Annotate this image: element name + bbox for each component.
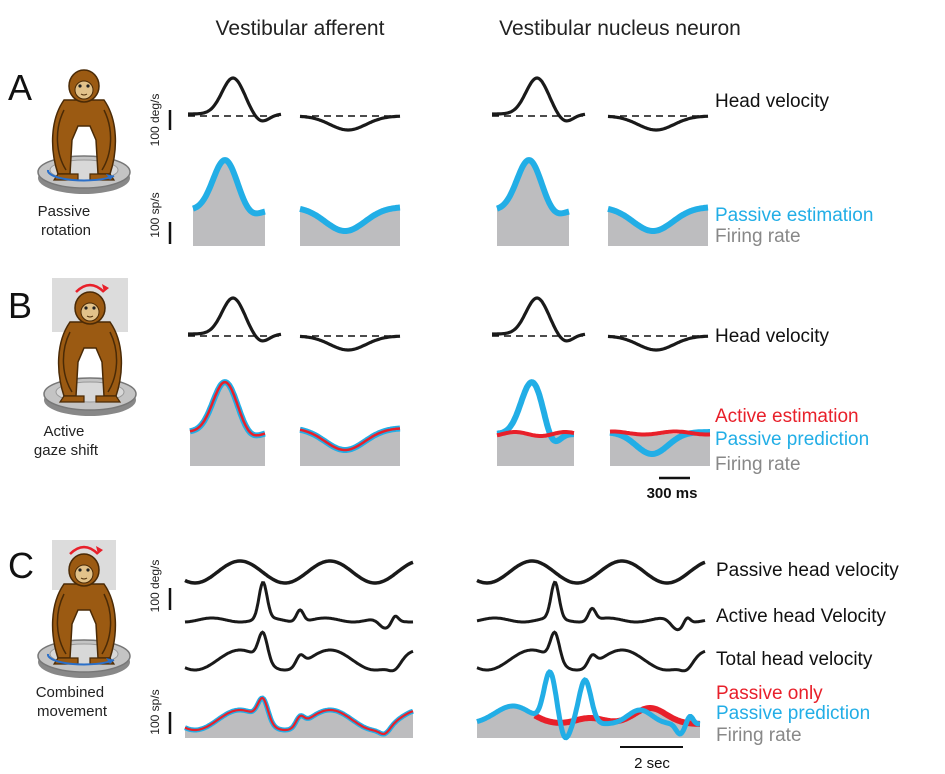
trace-active-b-nucleus-2	[609, 429, 711, 437]
trace-passive-a-1-1	[496, 157, 570, 217]
svg-text:100 sp/s: 100 sp/s	[148, 192, 162, 237]
fill-rate-b-afferent-1	[190, 382, 265, 466]
scale-bar-rate-c: 100 sp/s	[148, 689, 172, 735]
column-title-afferent: Vestibular afferent	[216, 17, 385, 40]
scale-bar-rate-a: 100 sp/s	[148, 192, 172, 244]
label-active-head-velocity: Active head Velocity	[716, 606, 887, 627]
label-active-estimation-b: Active estimation	[715, 406, 859, 427]
scale-bar-velocity-c: 100 deg/s	[148, 560, 172, 613]
trace-velocity-a-afferent-2	[299, 114, 401, 132]
label-firing-rate-c: Firing rate	[716, 725, 802, 746]
trace-passive-b-nucleus-1	[496, 379, 574, 445]
scale-bar-time-long: 2 sec	[620, 746, 683, 772]
trace-total-head-velocity-nucleus	[476, 630, 706, 673]
svg-text:100 deg/s: 100 deg/s	[148, 94, 162, 147]
monkey-passive-icon	[37, 69, 131, 195]
svg-text:300 ms: 300 ms	[647, 485, 698, 502]
label-head-velocity-a: Head velocity	[715, 91, 830, 112]
trace-total-head-velocity-afferent	[184, 630, 414, 673]
label-passive-prediction-c: Passive prediction	[716, 703, 870, 724]
label-passive-head-velocity: Passive head velocity	[716, 560, 899, 581]
trace-active-b-afferent-2	[299, 427, 401, 452]
condition-label-c: Combined movement	[36, 684, 109, 720]
traces	[184, 76, 711, 741]
fill-rate-a-0-1	[193, 160, 265, 246]
panel-letter-b: B	[8, 285, 32, 326]
trace-active-head-velocity-afferent	[184, 581, 414, 630]
svg-text:100 deg/s: 100 deg/s	[148, 560, 162, 613]
trace-active-b-nucleus-1	[496, 430, 575, 438]
column-title-nucleus: Vestibular nucleus neuron	[499, 17, 741, 40]
trace-velocity-b-nucleus-2	[607, 334, 709, 352]
trace-passive-head-velocity-nucleus	[476, 559, 706, 585]
label-passive-only: Passive only	[716, 683, 823, 704]
trace-passive-a-1-2	[607, 204, 709, 234]
trace-passive-prediction-c-nucleus	[476, 669, 701, 741]
condition-label-b: Active gaze shift	[34, 423, 99, 459]
monkey-combined-icon	[37, 540, 131, 679]
label-passive-estimation-a: Passive estimation	[715, 205, 873, 226]
trace-velocity-a-nucleus-2	[607, 114, 709, 132]
label-firing-rate-b: Firing rate	[715, 454, 801, 475]
trace-passive-a-0-2	[299, 204, 401, 234]
condition-label-a: Passive rotation	[38, 203, 95, 239]
trace-velocity-b-afferent-2	[299, 334, 401, 352]
label-total-head-velocity: Total head velocity	[716, 649, 873, 670]
panel-letter-a: A	[8, 67, 32, 108]
trace-passive-only-c-afferent	[184, 696, 414, 736]
trace-velocity-b-nucleus-1	[492, 296, 586, 343]
fill-rate-c-nucleus	[477, 706, 700, 738]
trace-active-b-afferent-1	[189, 380, 266, 437]
trace-velocity-b-afferent-1	[188, 296, 282, 343]
trace-velocity-a-nucleus-1	[492, 76, 586, 123]
label-passive-prediction-b: Passive prediction	[715, 429, 869, 450]
svg-text:100 sp/s: 100 sp/s	[148, 689, 162, 734]
trace-velocity-a-afferent-1	[188, 76, 282, 123]
label-firing-rate-a: Firing rate	[715, 226, 801, 247]
trace-passive-a-0-1	[192, 157, 266, 217]
label-head-velocity-b: Head velocity	[715, 326, 830, 347]
scale-bar-velocity-a: 100 deg/s	[148, 94, 172, 147]
monkey-active-icon	[43, 278, 137, 417]
panel-letter-c: C	[8, 545, 34, 586]
svg-text:2 sec: 2 sec	[634, 755, 670, 772]
scale-bar-time-short: 300 ms	[647, 476, 698, 502]
trace-passive-head-velocity-afferent	[184, 559, 414, 585]
trace-active-head-velocity-nucleus	[476, 580, 706, 632]
fill-rate-a-1-1	[497, 160, 569, 246]
